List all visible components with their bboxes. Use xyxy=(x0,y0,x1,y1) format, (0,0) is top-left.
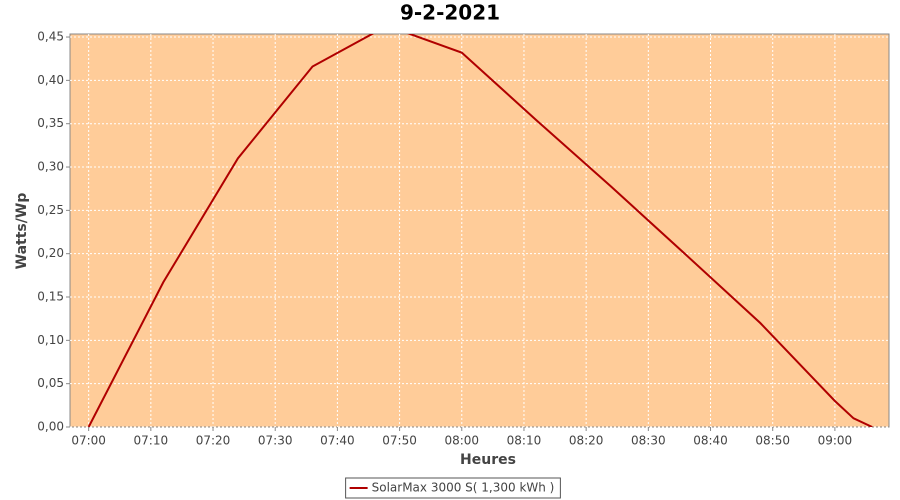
legend-label: SolarMax 3000 S( 1,300 kWh ) xyxy=(372,481,555,495)
y-tick-label: 0,35 xyxy=(37,116,64,130)
x-tick-label: 08:00 xyxy=(444,434,479,448)
chart-title: 9-2-2021 xyxy=(400,1,500,25)
legend-box xyxy=(345,477,561,499)
x-tick-label: 07:40 xyxy=(320,434,355,448)
y-axis-label: Watts/Wp xyxy=(14,193,30,270)
x-axis-label: Heures xyxy=(460,452,516,468)
x-tick-label: 08:10 xyxy=(507,434,542,448)
data-line xyxy=(87,34,873,427)
y-tick-label: 0,10 xyxy=(37,333,64,347)
x-tick-label: 07:20 xyxy=(196,434,231,448)
y-tick-label: 0,25 xyxy=(37,203,64,217)
y-tick-label: 0,05 xyxy=(37,376,64,390)
x-tick-label: 08:50 xyxy=(755,434,790,448)
x-tick-label: 08:30 xyxy=(631,434,666,448)
x-tick-label: 08:20 xyxy=(569,434,604,448)
x-tick-label: 09:00 xyxy=(818,434,853,448)
y-tick-label: 0,45 xyxy=(37,30,64,44)
y-tick-label: 0,15 xyxy=(37,290,64,304)
legend: SolarMax 3000 S( 1,300 kWh ) xyxy=(345,477,561,499)
y-tick-label: 0,40 xyxy=(37,73,64,87)
x-tick-label: 07:10 xyxy=(134,434,169,448)
x-tick-label: 07:30 xyxy=(258,434,293,448)
x-tick-label: 08:40 xyxy=(693,434,728,448)
y-tick-label: 0,30 xyxy=(37,160,64,174)
y-tick-label: 0,00 xyxy=(37,420,64,434)
x-tick-label: 07:00 xyxy=(71,434,106,448)
y-tick-label: 0,20 xyxy=(37,246,64,260)
x-tick-label: 07:50 xyxy=(382,434,417,448)
plot-area xyxy=(69,33,890,428)
